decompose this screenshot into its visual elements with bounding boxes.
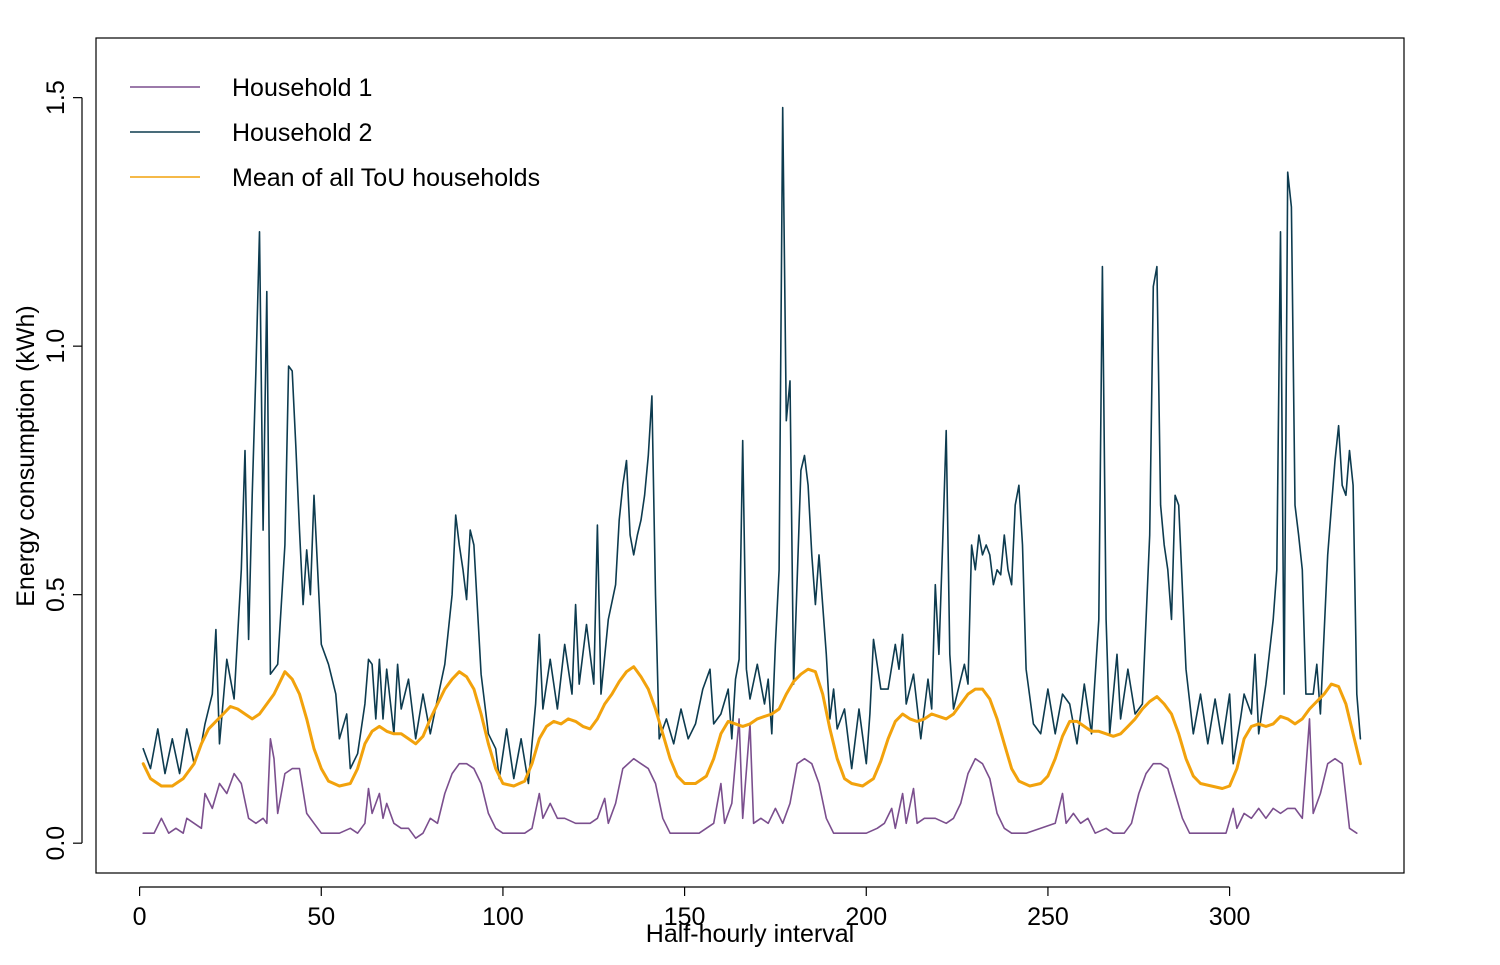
y-axis: 0.0 0.5 1.0 1.5 xyxy=(42,80,83,861)
plot-frame xyxy=(95,37,1405,874)
x-tick-label: 300 xyxy=(1209,903,1251,931)
x-axis: 0 50 100 150 200 250 300 xyxy=(133,886,1251,931)
series-layer xyxy=(141,106,1362,840)
series-line-1 xyxy=(142,718,1358,840)
x-axis-title: Half-hourly interval xyxy=(646,920,854,948)
series-line-3 xyxy=(141,665,1362,790)
y-tick-label: 0.0 xyxy=(42,826,70,861)
legend-label-household-2: Household 2 xyxy=(232,119,372,147)
x-tick-label: 250 xyxy=(1027,903,1069,931)
y-axis-title: Energy consumption (kWh) xyxy=(12,305,40,607)
x-tick-label: 0 xyxy=(133,903,147,931)
y-tick-label: 1.0 xyxy=(42,329,70,364)
x-tick-label: 100 xyxy=(482,903,524,931)
legend-label-mean: Mean of all ToU households xyxy=(232,164,540,192)
y-tick-label: 0.5 xyxy=(42,577,70,612)
x-tick-label: 150 xyxy=(664,903,706,931)
legend-label-household-1: Household 1 xyxy=(232,74,372,102)
y-tick-label: 1.5 xyxy=(42,80,70,115)
x-tick-label: 50 xyxy=(307,903,335,931)
x-tick-label: 200 xyxy=(845,903,887,931)
series-line-2 xyxy=(142,106,1362,785)
legend: Household 1 Household 2 Mean of all ToU … xyxy=(130,74,540,192)
